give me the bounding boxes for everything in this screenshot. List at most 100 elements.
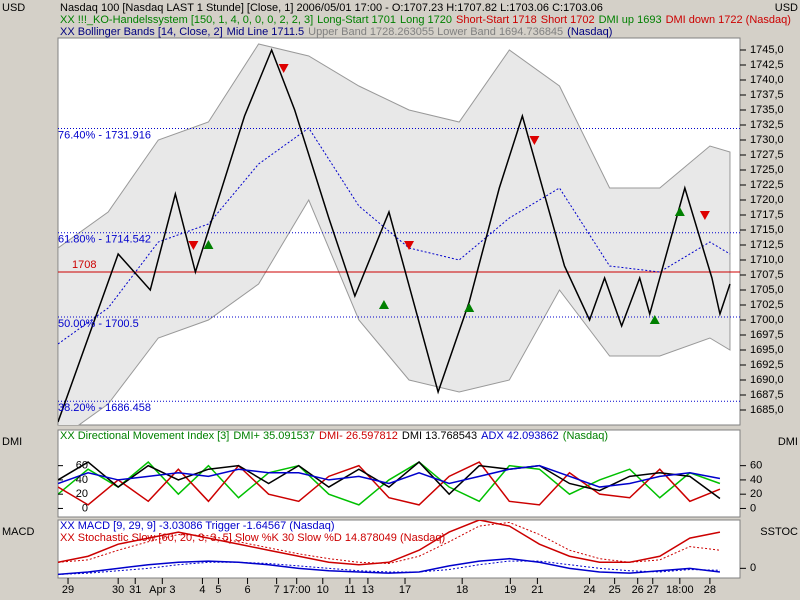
y-tick-label: 1717,5 (750, 209, 784, 221)
legend-entry: ADX 42.093862 (481, 430, 559, 442)
x-tick-label: 17 (399, 584, 411, 596)
buy-signal (674, 207, 685, 216)
fib-level-label: 76.40% - 1731.916 (58, 129, 151, 141)
x-tick-label: 30 (112, 584, 124, 596)
x-tick-label: 7 (274, 584, 280, 596)
y-tick-label: 1685,0 (750, 404, 784, 416)
legend-entry: XX !!!_KO-Handelssystem [150, 1, 4, 0, 0… (60, 14, 313, 26)
legend-entry: Mid Line 1711.5 (227, 26, 304, 38)
legend-line: XX Stochastic Slow [60, 20, 3, 3, 5] Slo… (60, 532, 445, 544)
x-tick-label: 31 (129, 584, 141, 596)
legend-line: XX MACD [9, 29, 9] -3.03086 Trigger -1.6… (60, 520, 335, 532)
x-tick-label: 5 (215, 584, 221, 596)
y-axis-label: DMI (2, 436, 22, 448)
y-tick-label: 1722,5 (750, 179, 784, 191)
y-tick-label: 1690,0 (750, 374, 784, 386)
legend-entry: DMI up 1693 (599, 14, 662, 26)
y-tick-label: 20 (750, 488, 762, 500)
series-line (58, 520, 721, 566)
sell-signal (188, 241, 199, 250)
legend-entry: Long 1720 (400, 14, 452, 26)
series-line (58, 557, 721, 576)
legend-entry: DMI- 26.597812 (319, 430, 398, 442)
x-tick-label: 18 (456, 584, 468, 596)
y-axis-label: SSTOC (760, 526, 798, 538)
x-tick-label: 24 (583, 584, 595, 596)
legend-line: XX Bollinger Bands [14, Close, 2] Mid Lin… (60, 26, 612, 38)
y-tick-label: 1720,0 (750, 194, 784, 206)
fib-level-label: 61.80% - 1714.542 (58, 234, 151, 246)
x-tick-label: 27 (647, 584, 659, 596)
plot-layer (58, 461, 721, 506)
y-tick-label: 1732,5 (750, 119, 784, 131)
y-tick-label: 1735,0 (750, 104, 784, 116)
buy-signal (378, 300, 389, 309)
x-tick-label: 4 (199, 584, 205, 596)
legend-entry: Short-Start 1718 (456, 14, 537, 26)
series-line (58, 560, 720, 575)
plot-area (57, 519, 741, 579)
plot-layer (58, 520, 721, 576)
bollinger-band (58, 43, 731, 425)
y-tick-label: 1707,5 (750, 269, 784, 281)
x-tick-label: 17:00 (283, 584, 311, 596)
x-tick-label: 6 (244, 584, 250, 596)
y-tick-label: 40 (76, 474, 88, 486)
legend-line: Nasdaq 100 [Nasdaq LAST 1 Stunde] [Close… (60, 2, 603, 14)
legend-entry: (Nasdaq) (563, 430, 608, 442)
x-tick-label: Apr 3 (149, 584, 175, 596)
y-tick-label: 0 (750, 502, 756, 514)
y-tick-label: 1705,0 (750, 284, 784, 296)
y-tick-label: 60 (76, 460, 88, 472)
legend-entry: Short 1702 (541, 14, 595, 26)
series-line (58, 461, 721, 506)
series-line (58, 127, 731, 345)
fib-level-label: 38.20% - 1686.458 (58, 402, 151, 414)
y-axis-label: DMI (778, 436, 798, 448)
legend-entry: XX MACD [9, 29, 9] -3.03086 Trigger -1.6… (60, 520, 335, 532)
buy-signal (649, 315, 660, 324)
buy-signal (464, 303, 475, 312)
y-tick-label: 1702,5 (750, 299, 784, 311)
legend-entry: Upper Band 1728.263055 Lower Band 1694.7… (308, 26, 563, 38)
legend-entry: (Nasdaq) (567, 26, 612, 38)
legend-entry: Long-Start 1701 (317, 14, 396, 26)
y-axis-label: USD (775, 2, 798, 14)
y-tick-label: 1737,5 (750, 89, 784, 101)
series-line (58, 464, 721, 488)
y-tick-label: 1710,0 (750, 254, 784, 266)
x-tick-label: 28 (704, 584, 716, 596)
plot-layer (58, 43, 740, 425)
legend-entry: DMI down 1722 (Nasdaq) (666, 14, 791, 26)
y-tick-label: 1712,5 (750, 239, 784, 251)
y-tick-label: 0 (82, 502, 88, 514)
legend-entry: XX Directional Movement Index [3] (60, 430, 229, 442)
legend-entry: XX Stochastic Slow [60, 20, 3, 3, 5] Slo… (60, 532, 445, 544)
legend-line: XX Directional Movement Index [3] DMI+ 35… (60, 430, 608, 442)
y-tick-label: 60 (750, 460, 762, 472)
x-tick-label: 25 (609, 584, 621, 596)
legend-entry: DMI 13.768543 (402, 430, 477, 442)
x-tick-label: 10 (317, 584, 329, 596)
y-tick-label: 1725,0 (750, 164, 784, 176)
sell-signal (404, 241, 415, 250)
y-tick-label: 0 (750, 562, 756, 574)
y-tick-label: 1727,5 (750, 149, 784, 161)
sell-signal (529, 136, 540, 145)
series-line (58, 47, 731, 423)
reference-line-label: 1708 (72, 259, 96, 271)
x-tick-label: 29 (62, 584, 74, 596)
y-tick-label: 1687,5 (750, 389, 784, 401)
legend-entry: DMI+ 35.091537 (233, 430, 315, 442)
y-tick-label: 1730,0 (750, 134, 784, 146)
legend-line: XX !!!_KO-Handelssystem [150, 1, 4, 0, 0… (60, 14, 791, 26)
legend-entry: Nasdaq 100 [Nasdaq LAST 1 Stunde] [Close… (60, 2, 603, 14)
x-tick-label: 19 (504, 584, 516, 596)
y-tick-label: 1715,0 (750, 224, 784, 236)
x-tick-label: 21 (531, 584, 543, 596)
y-axis-label: USD (2, 2, 25, 14)
y-tick-label: 20 (76, 488, 88, 500)
sell-signal (278, 64, 289, 73)
series-line (58, 521, 721, 565)
